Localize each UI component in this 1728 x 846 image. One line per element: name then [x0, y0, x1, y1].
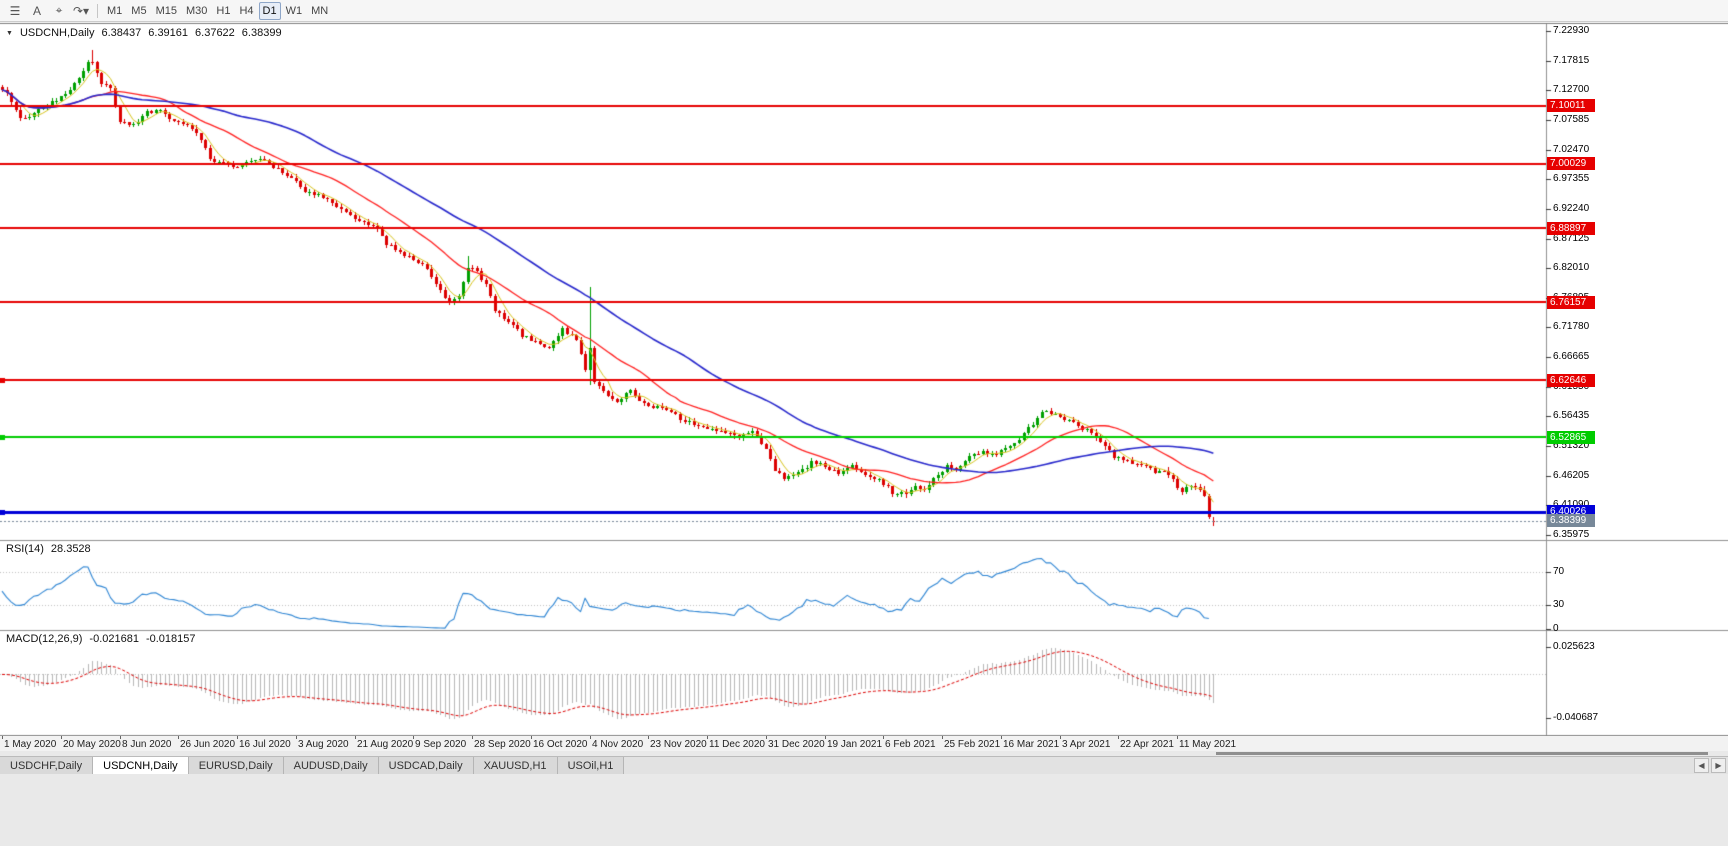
date-label: 16 Oct 2020 — [533, 739, 588, 750]
date-label: 21 Aug 2020 — [357, 739, 414, 750]
timeframe-button-H1[interactable]: H1 — [216, 4, 231, 17]
toolbar: ☰ A ⌖ ↷▾ M1 M5 M15 M30 H1 H4 D1 W1 MN — [0, 0, 1728, 22]
chart-tab-USDCAD-Daily[interactable]: USDCAD,Daily — [378, 757, 474, 774]
time-axis[interactable]: 1 May 2020 20 May 2020 8 Jun 2020 26 Jun 20… — [0, 736, 1728, 751]
toolbar-icons: ☰ A ⌖ ↷▾ — [4, 2, 92, 20]
date-label: 16 Jul 2020 — [239, 739, 291, 750]
date-label: 19 Jan 2021 — [827, 739, 883, 750]
tab-scroll-arrows: ◀ ▶ — [1694, 758, 1726, 773]
timeframe-button-H4[interactable]: H4 — [239, 4, 254, 17]
date-label: 28 Sep 2020 — [474, 739, 531, 750]
time-tick — [2, 736, 3, 739]
menu-icon[interactable]: ☰ — [9, 3, 21, 18]
chart-tab-AUDUSD-Daily[interactable]: AUDUSD,Daily — [283, 757, 379, 774]
date-label: 11 May 2021 — [1179, 739, 1237, 750]
chart-tab-EURUSD-Daily[interactable]: EURUSD,Daily — [188, 757, 284, 774]
date-label: 23 Nov 2020 — [650, 739, 707, 750]
time-tick — [237, 736, 238, 739]
timeframe-button-MN[interactable]: MN — [311, 4, 329, 17]
time-tick — [883, 736, 884, 739]
h-scrollbar-thumb[interactable] — [1216, 752, 1708, 755]
date-label: 1 May 2020 — [4, 739, 57, 750]
time-tick — [120, 736, 121, 739]
timeframe-button-M5[interactable]: M5 — [131, 4, 147, 17]
time-tick — [766, 736, 767, 739]
chart-tab-XAUUSD-H1[interactable]: XAUUSD,H1 — [473, 757, 558, 774]
date-label: 16 Mar 2021 — [1003, 739, 1060, 750]
bottom-filler — [0, 774, 1728, 846]
chart-tabbar: USDCHF,Daily USDCNH,Daily EURUSD,Daily AUDU… — [0, 756, 1728, 774]
timeframe-button-W1[interactable]: W1 — [285, 4, 303, 17]
time-tick — [942, 736, 943, 739]
timeframe-button-M30[interactable]: M30 — [185, 4, 208, 17]
time-tick — [472, 736, 473, 739]
date-label: 3 Aug 2020 — [298, 739, 349, 750]
time-tick — [1118, 736, 1119, 739]
time-tick — [296, 736, 297, 739]
date-label: 3 Apr 2021 — [1062, 739, 1111, 750]
redo-dropdown-button[interactable]: ↷▾ — [72, 3, 90, 18]
date-label: 6 Feb 2021 — [885, 739, 936, 750]
time-tick — [1001, 736, 1002, 739]
chart-tab-USDCHF-Daily[interactable]: USDCHF,Daily — [0, 757, 94, 774]
time-tick — [61, 736, 62, 739]
chart-canvas[interactable] — [0, 23, 1728, 736]
date-label: 9 Sep 2020 — [415, 739, 467, 750]
time-tick — [413, 736, 414, 739]
crosshair-tool-button[interactable]: ⌖ — [55, 3, 63, 17]
time-tick — [1060, 736, 1061, 739]
time-tick — [531, 736, 532, 739]
h-scrollbar[interactable] — [0, 751, 1728, 756]
chart-tab-USDCNH-Daily[interactable]: USDCNH,Daily — [93, 757, 189, 774]
time-tick — [825, 736, 826, 739]
tab-scroll-right-icon[interactable]: ▶ — [1711, 758, 1726, 773]
timeframe-button-M15[interactable]: M15 — [155, 4, 177, 17]
timeframe-buttons: M1 M5 M15 M30 H1 H4 D1 W1 MN — [103, 1, 332, 20]
time-tick — [355, 736, 356, 739]
timeframe-button-D1[interactable]: D1 — [258, 1, 281, 20]
date-label: 26 Jun 2020 — [180, 739, 236, 750]
date-label: 25 Feb 2021 — [944, 739, 1001, 750]
toolbar-separator — [97, 3, 98, 18]
time-tick — [707, 736, 708, 739]
date-label: 11 Dec 2020 — [709, 739, 765, 750]
date-label: 4 Nov 2020 — [592, 739, 644, 750]
time-tick — [590, 736, 591, 739]
time-tick — [648, 736, 649, 739]
timeframe-button-M1[interactable]: M1 — [107, 4, 123, 17]
tab-scroll-left-icon[interactable]: ◀ — [1694, 758, 1709, 773]
chart-tab-USOil-H1[interactable]: USOil,H1 — [557, 757, 625, 774]
time-tick — [1177, 736, 1178, 739]
date-label: 31 Dec 2020 — [768, 739, 825, 750]
text-tool-button[interactable]: A — [32, 3, 41, 18]
date-label: 8 Jun 2020 — [122, 739, 172, 750]
time-tick — [178, 736, 179, 739]
date-label: 20 May 2020 — [63, 739, 121, 750]
date-label: 22 Apr 2021 — [1120, 739, 1174, 750]
